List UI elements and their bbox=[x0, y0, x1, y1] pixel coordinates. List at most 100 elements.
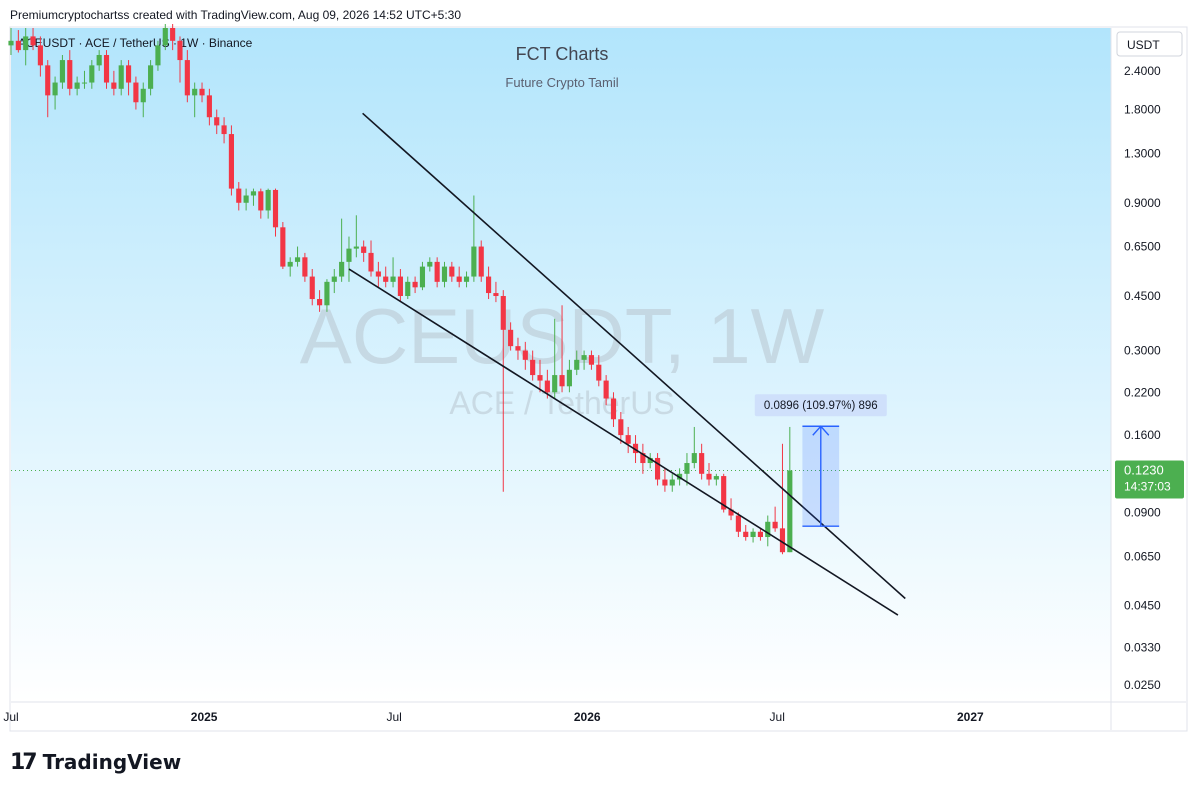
candle bbox=[294, 246, 301, 267]
price-tick-label: 0.0900 bbox=[1124, 506, 1161, 520]
measure-tool-group[interactable]: 0.0896 (109.97%) 896 bbox=[754, 394, 887, 527]
candle bbox=[478, 240, 484, 282]
candle-body bbox=[647, 457, 653, 464]
candle bbox=[287, 257, 293, 277]
candle bbox=[765, 515, 771, 547]
tradingview-logo-text: TradingView bbox=[42, 750, 182, 774]
candle-body bbox=[258, 191, 264, 211]
candle-body bbox=[67, 60, 73, 89]
candle bbox=[581, 350, 587, 370]
candle-body bbox=[463, 276, 470, 282]
candle-body bbox=[779, 528, 786, 553]
time-axis-ticks: Jul 2025 Jul 2026 Jul 2027 bbox=[3, 710, 984, 724]
candle-body bbox=[618, 419, 624, 436]
candle bbox=[37, 36, 43, 77]
candle-body bbox=[272, 189, 279, 228]
candle-body bbox=[170, 28, 176, 41]
candle bbox=[236, 182, 242, 211]
chart-title: FCT Charts bbox=[516, 44, 609, 64]
candle-body bbox=[15, 40, 21, 51]
candle bbox=[684, 453, 690, 486]
price-tick-label: 0.9000 bbox=[1124, 196, 1161, 210]
candle bbox=[471, 195, 477, 282]
candle bbox=[155, 40, 161, 71]
candle bbox=[699, 443, 705, 480]
candle-body bbox=[640, 453, 646, 464]
candle-body bbox=[537, 375, 543, 381]
price-tick-label: 0.0450 bbox=[1124, 599, 1161, 613]
candle bbox=[280, 222, 286, 270]
candle bbox=[133, 76, 139, 110]
tradingview-logo[interactable]: 17 TradingView bbox=[10, 748, 181, 776]
candle-body bbox=[706, 473, 712, 480]
candle-body bbox=[478, 246, 484, 277]
price-tick-label: 1.3000 bbox=[1124, 146, 1161, 160]
candle bbox=[353, 215, 359, 258]
candle bbox=[111, 70, 117, 96]
candle bbox=[74, 76, 80, 96]
candle bbox=[618, 411, 624, 444]
candle-body bbox=[309, 276, 315, 300]
candle-body bbox=[552, 375, 558, 393]
candle-body bbox=[8, 40, 14, 46]
candle bbox=[331, 269, 337, 294]
candle-body bbox=[30, 36, 36, 46]
candle bbox=[81, 70, 88, 89]
candle-body bbox=[559, 375, 565, 387]
candle-body bbox=[140, 88, 146, 103]
candle-body bbox=[456, 276, 462, 282]
time-tick-label: Jul bbox=[386, 710, 401, 724]
candle-body bbox=[96, 54, 102, 66]
candle-body bbox=[45, 65, 51, 96]
candle bbox=[779, 443, 786, 555]
time-tick-label: Jul bbox=[770, 710, 785, 724]
candle-body bbox=[177, 40, 183, 61]
candle-body bbox=[713, 476, 719, 480]
candle bbox=[346, 236, 352, 282]
candle-body bbox=[89, 65, 95, 83]
candle-body bbox=[441, 266, 448, 282]
candle-body bbox=[699, 453, 705, 474]
measure-label-box bbox=[754, 394, 887, 417]
candle bbox=[500, 290, 506, 492]
candle bbox=[640, 443, 646, 474]
candle-body bbox=[331, 276, 337, 282]
candle bbox=[588, 350, 595, 370]
candle bbox=[199, 82, 205, 103]
candle bbox=[397, 269, 403, 303]
candle bbox=[735, 512, 741, 538]
symbol-legend[interactable]: ACEUSDT · ACE / TetherUS · 1W · Binance bbox=[18, 36, 253, 50]
candle bbox=[625, 426, 631, 454]
candle-body bbox=[81, 82, 88, 84]
candle-body bbox=[412, 281, 418, 288]
candle-body bbox=[449, 266, 455, 277]
candle-body bbox=[250, 191, 257, 196]
price-tick-label: 0.1600 bbox=[1124, 428, 1161, 442]
candle-body bbox=[566, 369, 572, 387]
candle bbox=[654, 453, 661, 486]
candle bbox=[59, 54, 66, 89]
candle-body bbox=[375, 271, 381, 277]
time-tick-label: 2026 bbox=[574, 710, 601, 724]
price-tick-label: 1.8000 bbox=[1124, 103, 1161, 117]
candle-body bbox=[419, 266, 426, 288]
candle-body bbox=[324, 281, 330, 306]
candle-body bbox=[339, 261, 345, 277]
candle-body bbox=[184, 60, 190, 96]
candle-body bbox=[23, 36, 29, 51]
candle bbox=[140, 82, 146, 118]
currency-badge[interactable] bbox=[1116, 31, 1183, 57]
trendlines-group[interactable] bbox=[348, 112, 906, 616]
candle bbox=[361, 240, 367, 262]
candle-body bbox=[243, 195, 249, 203]
chart-caption: Premiumcryptochartss created with Tradin… bbox=[10, 8, 462, 22]
candle bbox=[743, 525, 749, 541]
candle-body bbox=[625, 435, 631, 444]
measure-arrow-head bbox=[812, 425, 830, 436]
candle-body bbox=[405, 281, 411, 297]
tradingview-logo-icon: 17 bbox=[10, 749, 38, 775]
candle-body bbox=[280, 227, 286, 267]
candle bbox=[515, 337, 521, 360]
price-tick-label: 0.4500 bbox=[1124, 289, 1161, 303]
